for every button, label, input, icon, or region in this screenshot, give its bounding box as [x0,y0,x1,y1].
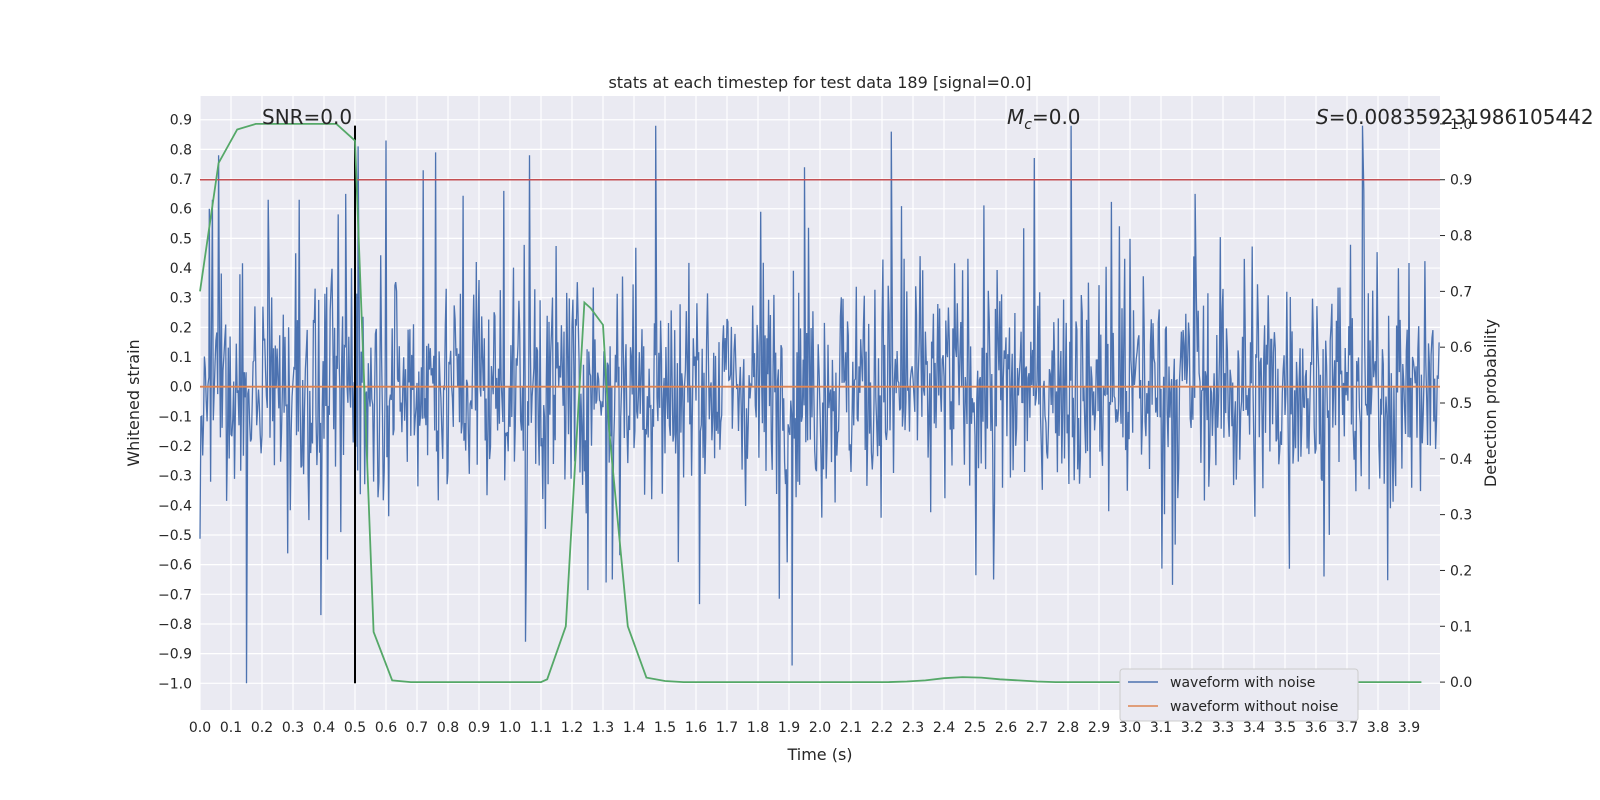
x-tick-label: 0.1 [220,720,242,736]
y-right-tick-label: 0.9 [1450,173,1472,189]
y-tick-label: 0.3 [170,291,192,307]
y-right-tick-label: 0.3 [1450,508,1472,524]
x-tick-label: 1.9 [778,720,800,736]
x-tick-label: 1.8 [747,720,769,736]
x-axis-label: Time (s) [786,745,852,764]
noise-series [199,125,1440,684]
x-tick-label: 0.5 [344,720,366,736]
y-axis-label: Whitened strain [124,339,143,466]
chirp-mass-symbol: M [1007,105,1024,129]
y-right-tick-label: 1.0 [1450,117,1472,133]
x-tick-label: 3.0 [1119,720,1141,736]
x-tick-label: 1.6 [685,720,707,736]
y-right-tick-label: 0.8 [1450,229,1472,245]
x-tick-label: 3.1 [1150,720,1172,736]
x-tick-label: 3.7 [1336,720,1358,736]
x-tick-label: 0.2 [251,720,273,736]
x-tick-label: 1.3 [592,720,614,736]
y-right-tick-label: 0.7 [1450,284,1472,300]
x-tick-label: 3.8 [1367,720,1389,736]
s-value: =0.008359231986105442 [1329,105,1594,129]
x-tick-label: 2.3 [902,720,924,736]
x-tick-label: 2.5 [964,720,986,736]
x-tick-label: 3.5 [1274,720,1296,736]
y-tick-label: 0.0 [170,380,192,396]
y-right-tick-label: 0.0 [1450,675,1472,691]
x-tick-label: 3.4 [1243,720,1265,736]
x-tick-label: 3.6 [1305,720,1327,736]
legend-box [1119,668,1359,722]
x-tick-label: 2.2 [871,720,893,736]
x-tick-label: 1.5 [654,720,676,736]
y-tick-label: 0.9 [170,113,192,129]
chirp-mass-annotation: Mc=0.0 [1007,105,1081,133]
chart-title: stats at each timestep for test data 189… [608,73,1031,92]
x-tick-label: 2.8 [1057,720,1079,736]
s-annotation: S=0.008359231986105442 [1316,105,1594,129]
y-right-axis-label: Detection probability [1481,319,1500,487]
axes: 0.0 0.1 0.2 0.3 0.4 0.5 0.6 0.7 0.8 0.9 1.0 1.1 1.2 1… [158,113,1472,736]
y-tick-label: −0.7 [158,587,192,603]
y-tick-label: 0.2 [170,320,192,336]
chirp-mass-value: =0.0 [1032,105,1081,129]
x-tick-label: 2.6 [995,720,1017,736]
x-tick-label: 2.4 [933,720,955,736]
y-tick-label: 0.8 [170,142,192,158]
waveform-with-noise-line [199,125,1440,684]
y-right-tick-label: 0.2 [1450,563,1472,579]
snr-annotation: SNR=0.0 [262,105,352,129]
y-right-tick-label: 0.6 [1450,340,1472,356]
y-tick-label: −0.4 [158,498,192,514]
x-tick-label: 3.9 [1398,720,1420,736]
y-tick-label: −0.9 [158,647,192,663]
x-tick-label: 0.3 [282,720,304,736]
y-tick-label: −0.5 [158,528,192,544]
y-right-tick-label: 0.1 [1450,619,1472,635]
y-tick-label: −0.2 [158,439,192,455]
x-tick-label: 0.4 [313,720,335,736]
x-tick-label: 1.1 [530,720,552,736]
y-tick-label: −0.8 [158,617,192,633]
x-tick-label: 1.4 [623,720,645,736]
y-tick-label: 0.7 [170,172,192,188]
x-tick-label: 0.8 [437,720,459,736]
y-right-tick-label: 0.4 [1450,452,1472,468]
y-right-tick-label: 0.5 [1450,396,1472,412]
y-tick-label: 0.5 [170,231,192,247]
y-tick-label: −0.1 [158,409,192,425]
s-symbol: S [1316,105,1329,129]
y-tick-label: −1.0 [158,676,192,692]
y-tick-label: 0.6 [170,202,192,218]
chirp-mass-subscript: c [1024,117,1032,133]
x-tick-label: 2.7 [1026,720,1048,736]
x-tick-label: 3.2 [1181,720,1203,736]
legend-label-noise: waveform with noise [1170,675,1315,691]
x-tick-label: 1.0 [499,720,521,736]
x-tick-label: 3.3 [1212,720,1234,736]
x-tick-label: 2.9 [1088,720,1110,736]
y-tick-label: −0.3 [158,469,192,485]
y-tick-label: −0.6 [158,558,192,574]
x-tick-label: 0.7 [406,720,428,736]
x-tick-label: 0.6 [375,720,397,736]
legend: waveform with noise waveform without noi… [1119,668,1359,722]
x-tick-label: 0.9 [468,720,490,736]
x-tick-label: 1.2 [561,720,583,736]
x-tick-label: 2.0 [809,720,831,736]
y-tick-label: 0.4 [170,261,192,277]
grid [199,96,1440,710]
legend-label-clean: waveform without noise [1170,699,1338,715]
x-tick-label: 1.7 [716,720,738,736]
x-tick-label: 2.1 [840,720,862,736]
x-tick-label: 0.0 [189,720,211,736]
y-tick-label: 0.1 [170,350,192,366]
